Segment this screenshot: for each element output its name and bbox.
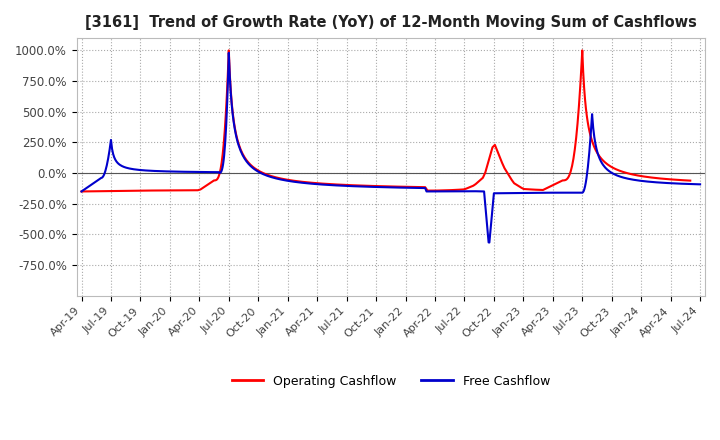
Legend: Operating Cashflow, Free Cashflow: Operating Cashflow, Free Cashflow	[227, 370, 555, 392]
Title: [3161]  Trend of Growth Rate (YoY) of 12-Month Moving Sum of Cashflows: [3161] Trend of Growth Rate (YoY) of 12-…	[85, 15, 697, 30]
